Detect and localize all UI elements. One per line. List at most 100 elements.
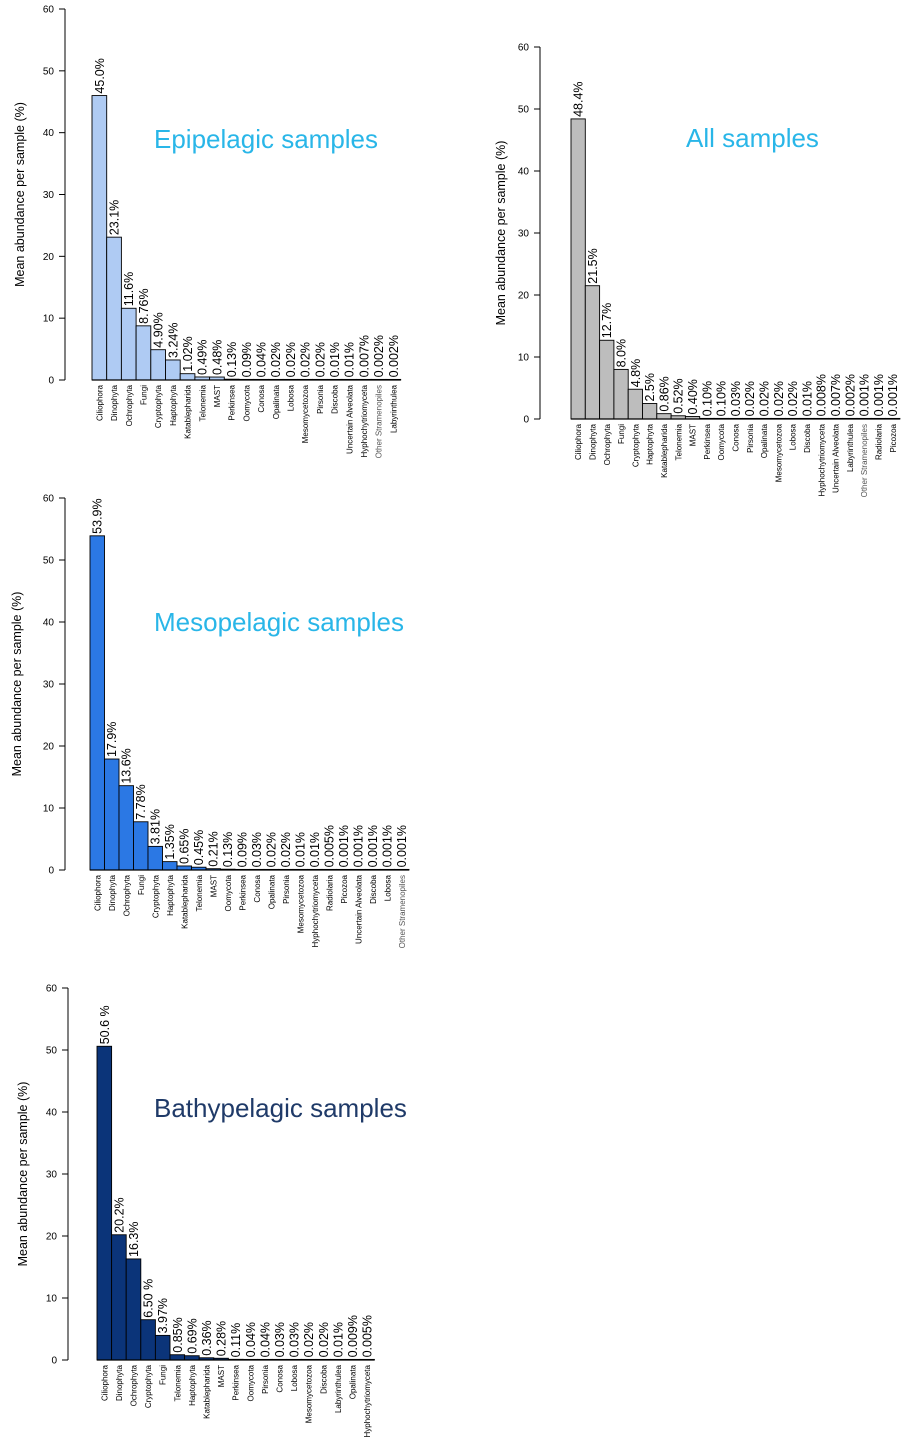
bar [599, 339, 615, 420]
category-tick-label: Hyphochytriomyceta [363, 1364, 372, 1437]
y-tick-label: 20 [43, 252, 55, 263]
bar [169, 1354, 186, 1361]
category-tick-label: Katablepharida [203, 1364, 212, 1418]
bar-value-label: 0.001% [395, 825, 409, 867]
category-tick-label: Ciliophora [574, 423, 583, 460]
bar-value-label: 4.90% [152, 312, 166, 347]
category-tick-label: Katablepharida [184, 384, 193, 438]
category-tick-label: Discoba [319, 1364, 328, 1393]
bar-value-label: 0.48% [210, 340, 224, 375]
category-tick-label: Fungi [159, 1365, 168, 1385]
bar-value-label: 4.8% [629, 359, 643, 388]
y-tick-label: 60 [43, 494, 55, 505]
bar-value-label: 0.13% [225, 342, 239, 377]
category-tick-label: Perkinsea [703, 423, 712, 459]
bar [140, 1319, 156, 1361]
bar-value-label: 0.007% [357, 335, 371, 377]
bar-value-label: 53.9% [91, 498, 105, 533]
category-tick-label: Opalinata [349, 1364, 358, 1399]
category-tick-label: Picozoa [889, 423, 898, 452]
y-tick-label: 50 [43, 556, 55, 567]
category-tick-label: Ochrophyta [603, 423, 612, 465]
category-tick-label: Telonemia [195, 874, 204, 911]
bar-value-label: 0.65% [178, 829, 192, 864]
bar-value-label: 0.001% [886, 374, 900, 416]
bar-value-label: 0.03% [250, 832, 264, 867]
category-tick-label: Lobosa [286, 384, 295, 411]
category-tick-label: Telonemia [198, 384, 207, 421]
bar-value-label: 0.01% [294, 832, 308, 867]
bar [584, 285, 601, 420]
bar-value-label: 7.78% [134, 784, 148, 819]
category-tick-label: Pirsonia [746, 423, 755, 452]
bar-value-label: 0.10% [700, 381, 714, 416]
category-tick-label: Ochrophyta [125, 384, 134, 426]
category-tick-label: Conosa [253, 874, 262, 902]
y-tick-label: 10 [43, 804, 55, 815]
category-tick-label: Cryptophyta [144, 1364, 153, 1408]
y-tick-label: 0 [48, 376, 54, 387]
category-tick-label: Oomycota [242, 384, 251, 421]
bar-value-label: 1.35% [163, 824, 177, 859]
y-axis-label: Mean abundance per sample (%) [10, 592, 24, 777]
bar-value-label: 0.001% [858, 374, 872, 416]
bar-value-label: 0.10% [715, 381, 729, 416]
bar-value-label: 0.02% [279, 832, 293, 867]
category-tick-label: Haptophyta [166, 874, 175, 915]
y-tick-label: 30 [518, 229, 530, 240]
y-tick-label: 0 [51, 1356, 57, 1367]
bar-value-label: 0.04% [255, 342, 269, 377]
bar-value-label: 0.001% [337, 825, 351, 867]
category-tick-label: Radiolaria [325, 874, 334, 911]
bar-value-label: 0.001% [366, 825, 380, 867]
bar-value-label: 2.5% [643, 373, 657, 402]
bar-value-label: 0.85% [171, 1317, 185, 1352]
category-tick-label: Uncertain Alveolata [832, 423, 841, 492]
y-tick-label: 10 [518, 353, 530, 364]
chart-title: Bathypelagic samples [154, 1093, 407, 1123]
bar-value-label: 0.02% [299, 342, 313, 377]
y-tick-label: 40 [43, 128, 55, 139]
bar-value-label: 0.02% [786, 381, 800, 416]
bar-value-label: 0.02% [758, 381, 772, 416]
y-tick-label: 20 [43, 742, 55, 753]
bar [656, 413, 672, 420]
y-tick-label: 20 [518, 291, 530, 302]
y-tick-label: 0 [48, 866, 54, 877]
chart-panel: 0 10 20 30 40 50 60 Mean abundance per sample (… [494, 43, 901, 497]
chart-panel: 0 10 20 30 40 50 60 Mean abundance per sample (… [16, 984, 407, 1438]
y-tick-label: 10 [43, 314, 55, 325]
bar-value-label: 0.02% [284, 342, 298, 377]
bar-value-label: 0.02% [772, 381, 786, 416]
bar-value-label: 0.008% [815, 374, 829, 416]
bar-value-label: 0.007% [829, 374, 843, 416]
bar-value-label: 1.02% [181, 336, 195, 371]
bar [154, 1334, 171, 1361]
bar [176, 865, 192, 871]
y-tick-label: 30 [43, 680, 55, 691]
bar-value-label: 0.02% [313, 342, 327, 377]
category-tick-label: Pirsonia [282, 874, 291, 903]
bar-value-label: 0.005% [361, 1315, 375, 1357]
chart-panel: 0 10 20 30 40 50 60 Mean abundance per sample (… [10, 494, 410, 948]
category-tick-label: Perkinsea [232, 1364, 241, 1400]
bar-value-label: 0.02% [265, 832, 279, 867]
y-axis-label: Mean abundance per sample (%) [494, 141, 508, 326]
bar [120, 307, 137, 381]
bar [104, 758, 120, 871]
bar [179, 373, 196, 381]
bar [111, 1234, 127, 1361]
category-tick-label: Picozoa [340, 874, 349, 903]
bar-value-label: 0.02% [317, 1322, 331, 1357]
category-tick-label: Discoba [803, 423, 812, 452]
bar [162, 861, 178, 871]
y-tick-label: 60 [46, 984, 58, 995]
category-tick-label: Uncertain Alveolata [345, 384, 354, 453]
category-tick-label: Oomycota [224, 874, 233, 911]
bar-value-label: 8.0% [615, 339, 629, 368]
bar-value-label: 0.02% [743, 381, 757, 416]
category-tick-label: Telonemia [674, 423, 683, 460]
category-tick-label: Katablepharida [180, 874, 189, 928]
category-tick-label: Radiolaria [874, 423, 883, 460]
bar-value-label: 45.0% [93, 58, 107, 93]
